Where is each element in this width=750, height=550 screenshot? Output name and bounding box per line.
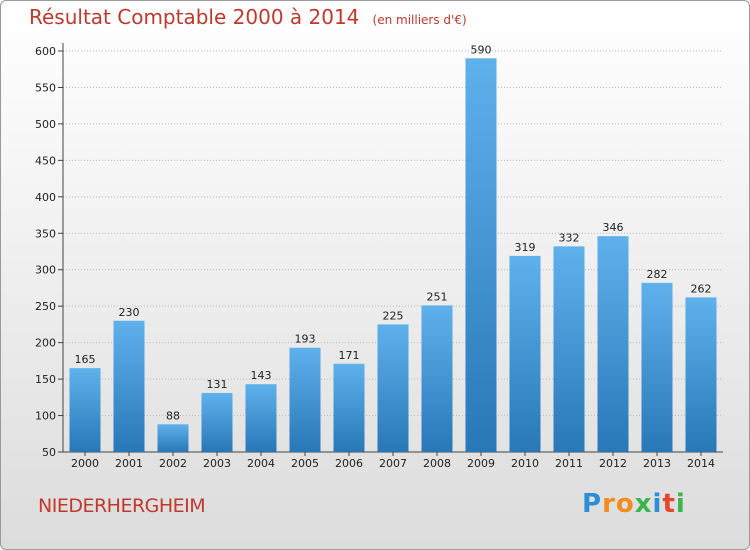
y-tick-label: 550 xyxy=(35,81,56,94)
x-tick-label: 2008 xyxy=(423,457,451,470)
data-label: 88 xyxy=(166,409,180,422)
y-tick-label: 600 xyxy=(35,45,56,58)
logo-letter: t xyxy=(662,489,676,519)
data-label: 590 xyxy=(471,43,492,56)
y-tick-label: 450 xyxy=(35,154,56,167)
proxiti-logo: Proxiti xyxy=(582,489,686,519)
chart-title-block: Résultat Comptable 2000 à 2014 (en milli… xyxy=(29,5,467,29)
commune-name: NIEDERHERGHEIM xyxy=(38,495,206,517)
bar xyxy=(201,392,233,452)
logo-letter: x xyxy=(634,489,653,519)
bar xyxy=(465,58,497,453)
data-label: 131 xyxy=(207,378,228,391)
data-label: 346 xyxy=(603,221,624,234)
data-label: 171 xyxy=(339,349,360,362)
y-tick-label: 200 xyxy=(35,337,56,350)
data-label: 225 xyxy=(383,309,404,322)
bar xyxy=(333,363,365,452)
bar xyxy=(685,297,717,452)
data-label: 251 xyxy=(427,290,448,303)
bar xyxy=(69,368,101,452)
y-tick-label: 400 xyxy=(35,191,56,204)
y-tick-label: 150 xyxy=(35,373,56,386)
bar xyxy=(597,236,629,452)
logo-letter: i xyxy=(675,489,686,519)
x-tick-label: 2012 xyxy=(599,457,627,470)
x-tick-label: 2003 xyxy=(203,457,231,470)
x-tick-label: 2009 xyxy=(467,457,495,470)
x-tick-label: 2005 xyxy=(291,457,319,470)
y-tick-label: 300 xyxy=(35,264,56,277)
bar xyxy=(245,384,277,452)
bar xyxy=(509,255,541,452)
x-tick-label: 2000 xyxy=(71,457,99,470)
labels: 50 100 150 200 250 300 350 400 450 500 550 600 165 20… xyxy=(35,43,715,470)
bar xyxy=(421,305,453,452)
x-tick-label: 2014 xyxy=(687,457,715,470)
bar xyxy=(641,282,673,452)
data-label: 282 xyxy=(647,268,668,281)
x-tick-label: 2001 xyxy=(115,457,143,470)
x-tick-label: 2004 xyxy=(247,457,275,470)
y-tick-label: 250 xyxy=(35,300,56,313)
logo-letter: r xyxy=(602,489,616,519)
data-label: 319 xyxy=(515,241,536,254)
x-tick-label: 2010 xyxy=(511,457,539,470)
x-tick-label: 2013 xyxy=(643,457,671,470)
data-label: 165 xyxy=(75,353,96,366)
x-tick-label: 2011 xyxy=(555,457,583,470)
x-tick-label: 2002 xyxy=(159,457,187,470)
data-label: 143 xyxy=(251,369,272,382)
bar xyxy=(377,324,409,452)
logo-letter: P xyxy=(582,489,603,519)
chart-unit: (en milliers d'€) xyxy=(372,13,467,27)
data-label: 262 xyxy=(691,282,712,295)
bar xyxy=(157,424,189,452)
x-tick-label: 2006 xyxy=(335,457,363,470)
y-tick-label: 350 xyxy=(35,227,56,240)
y-tick-label: 500 xyxy=(35,118,56,131)
data-label: 332 xyxy=(559,231,580,244)
bar xyxy=(289,347,321,452)
chart-title: Résultat Comptable 2000 à 2014 xyxy=(29,5,360,29)
y-tick-label: 100 xyxy=(35,410,56,423)
bar xyxy=(113,320,145,452)
logo-letter: i xyxy=(652,489,663,519)
y-tick-label: 50 xyxy=(42,446,56,459)
bar xyxy=(553,246,585,452)
bars xyxy=(69,58,717,453)
data-label: 230 xyxy=(119,306,140,319)
x-tick-label: 2007 xyxy=(379,457,407,470)
logo-letter: o xyxy=(615,489,635,519)
data-label: 193 xyxy=(295,333,316,346)
